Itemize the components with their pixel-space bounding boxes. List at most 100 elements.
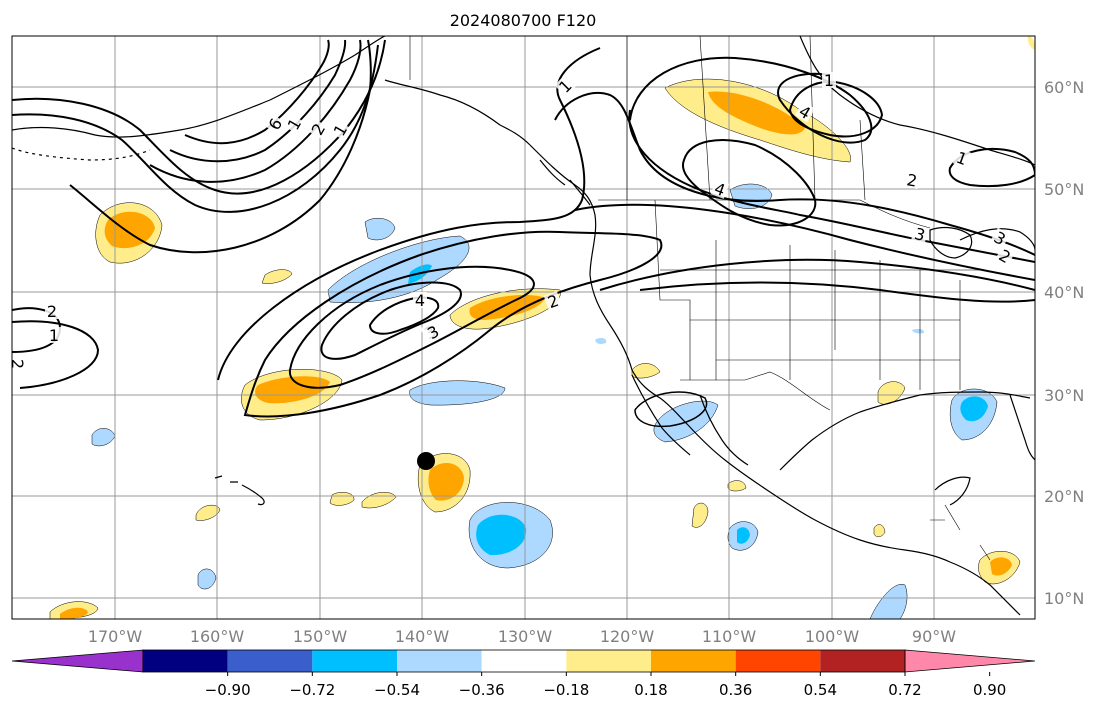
colorbar: −0.90 −0.72 −0.54 −0.36 −0.18 0.18 0.36 0.54 0.7…	[11, 649, 1036, 699]
contour-line	[629, 56, 873, 144]
bc-coast-islands	[539, 159, 591, 206]
contour-line	[788, 80, 884, 138]
contour-label-bg	[994, 245, 1016, 267]
lon-label: 150°W	[293, 627, 348, 646]
anomaly-area-neg-mid	[476, 514, 527, 556]
anomaly-area-neg-light	[912, 329, 925, 334]
gulf-coast	[779, 391, 1031, 471]
pacific-northwest-coast	[529, 144, 1021, 616]
contour-line	[948, 148, 1035, 188]
contour-labels: 12342341231234121261	[8, 71, 1016, 371]
contour-label-bg	[952, 148, 972, 168]
anomaly-area-pos-light	[261, 269, 293, 284]
colorbar-swatch	[820, 650, 905, 672]
lon-label: 160°W	[190, 627, 245, 646]
colorbar-extend-low	[11, 649, 144, 673]
latitude-labels: 60°N 50°N 40°N 30°N 20°N 10°N	[1044, 78, 1084, 608]
contour-label: 1	[824, 71, 834, 90]
contour-line	[574, 203, 1035, 281]
colorbar-swatch	[566, 650, 651, 672]
anomaly-area-pos-light	[691, 502, 709, 528]
contour-label-bg	[794, 101, 816, 123]
anomaly-area-pos-mid	[708, 91, 805, 135]
lon-label: 90°W	[912, 627, 956, 646]
colorbar-tick-label: 0.90	[973, 681, 1006, 699]
contour-label-bg	[822, 72, 836, 88]
anomaly-area-neg-light	[364, 217, 396, 241]
contour-label-bg	[283, 113, 305, 135]
anomaly-area-pos-mid	[104, 211, 155, 249]
central-america-borders	[930, 504, 991, 561]
contour-label-bg	[12, 357, 26, 371]
contour-label-bg	[903, 170, 921, 190]
lat-label: 50°N	[1044, 180, 1084, 199]
lon-label: 110°W	[702, 627, 757, 646]
alaska-southern-coast	[384, 79, 531, 146]
yucatan	[934, 476, 971, 506]
colorbar-extend-high	[904, 649, 1036, 673]
contour-label: 1	[49, 326, 59, 345]
contour-line	[69, 39, 372, 254]
colorbar-tick-label: 0.36	[719, 681, 752, 699]
contour-label-bg	[329, 119, 351, 141]
lat-label: 20°N	[1044, 487, 1084, 506]
contour-line	[12, 44, 379, 213]
anomaly-area-pos-light	[1027, 36, 1035, 50]
colorbar-tick-label: −0.36	[459, 681, 505, 699]
alaska-coast	[12, 36, 386, 138]
map-border	[11, 35, 1036, 620]
contour-line	[184, 39, 330, 145]
colorbar-tick-label: 0.18	[634, 681, 667, 699]
great-lakes	[929, 226, 973, 259]
contour-line	[634, 391, 708, 428]
colorbar-tick-label: 0.72	[888, 681, 921, 699]
anomaly-area-pos-mid	[428, 463, 464, 501]
contour-line	[243, 230, 663, 418]
contour-label-bg	[989, 227, 1011, 249]
contour-label-bg	[47, 327, 61, 343]
contour-line	[12, 39, 386, 195]
contour-label-bg	[45, 303, 59, 319]
colorbar-swatch	[481, 650, 567, 672]
contour-line	[288, 265, 535, 389]
colorbar-swatch	[227, 650, 313, 672]
map-panel: 12342341231234121261	[8, 36, 1035, 619]
contour-label: 2	[47, 302, 57, 321]
contour-label-bg	[413, 292, 427, 308]
anomaly-area-pos-mid	[60, 607, 88, 619]
longitude-labels: 170°W 160°W 150°W 140°W 130°W 120°W 110°W 100°W…	[88, 627, 956, 646]
contour-line	[217, 47, 601, 381]
lat-label: 30°N	[1044, 386, 1084, 405]
anomaly-area-pos-light	[873, 524, 886, 537]
contour-line	[12, 320, 100, 389]
contour-label: 4	[415, 291, 425, 310]
lon-label: 140°W	[395, 627, 450, 646]
anomaly-area-neg-light	[595, 337, 607, 344]
hawaii-islands	[214, 475, 265, 506]
anomaly-area-neg-light	[409, 380, 506, 406]
colorbar-frame	[142, 649, 906, 673]
lon-label: 120°W	[600, 627, 655, 646]
contour-label-bg	[911, 224, 929, 244]
contour-label-bg	[543, 291, 563, 311]
contour-label: 2	[8, 359, 27, 369]
us-state-lines	[654, 199, 980, 390]
contour-line	[599, 258, 1035, 291]
colorbar-swatch	[397, 650, 482, 672]
aleutians	[12, 147, 151, 161]
contour-label: 2	[905, 170, 918, 190]
colorbar-swatch	[735, 650, 821, 672]
colorbar-tick-label: 0.54	[804, 681, 837, 699]
florida	[1009, 394, 1035, 461]
contour-line	[149, 39, 362, 183]
us-mexico-border	[680, 371, 831, 411]
contour-line	[639, 281, 1035, 303]
anomaly-area-neg-mid	[960, 396, 988, 422]
us-canada-border	[598, 199, 931, 229]
colorbar-tick-label: −0.90	[205, 681, 251, 699]
colorbar-swatch	[312, 650, 397, 672]
contour-line	[368, 296, 440, 335]
anomaly-area-neg-light	[869, 584, 908, 619]
